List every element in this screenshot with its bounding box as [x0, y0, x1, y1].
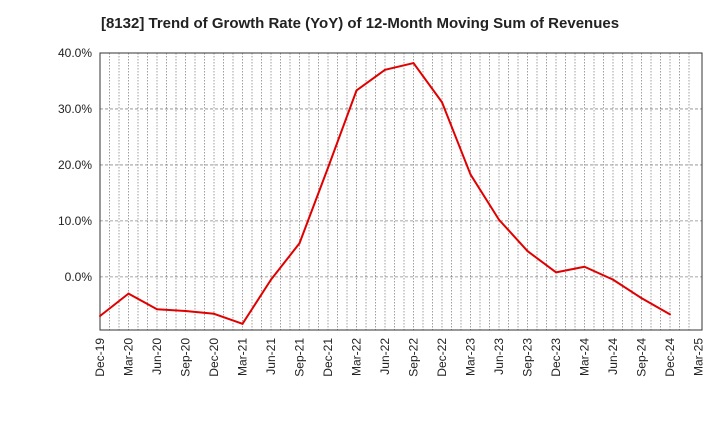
data-point [469, 173, 472, 176]
data-point [412, 62, 415, 65]
x-tick-label: Mar-24 [578, 338, 592, 376]
x-tick-label: Mar-23 [464, 338, 478, 376]
x-tick-label: Dec-22 [435, 338, 449, 377]
data-point [156, 308, 158, 311]
data-point [184, 309, 187, 312]
x-tick-label: Mar-20 [122, 338, 136, 376]
data-point [241, 322, 244, 325]
x-tick-label: Sep-21 [293, 338, 307, 377]
plot-frame [99, 52, 703, 331]
x-tick-label: Sep-24 [635, 338, 649, 377]
plot-background [100, 53, 702, 330]
y-tick-label: 30.0% [58, 102, 92, 116]
data-point [612, 278, 614, 281]
data-point [213, 312, 215, 315]
x-tick-label: Dec-20 [207, 338, 221, 377]
data-point [555, 271, 557, 274]
data-point [640, 297, 643, 300]
x-tick-label: Dec-21 [321, 338, 335, 377]
x-tick-label: Sep-23 [521, 338, 535, 377]
y-tick-label: 40.0% [58, 46, 92, 60]
x-tick-label: Jun-23 [492, 338, 506, 375]
y-tick-label: 0.0% [65, 270, 93, 284]
x-tick-label: Jun-22 [378, 338, 392, 375]
x-tick-label: Dec-23 [549, 338, 563, 377]
x-tick-label: Jun-24 [606, 338, 620, 375]
x-tick-label: Jun-20 [150, 338, 164, 375]
data-point [441, 101, 443, 104]
chart-title: [8132] Trend of Growth Rate (YoY) of 12-… [100, 15, 620, 32]
x-tick-label: Mar-21 [236, 338, 250, 376]
y-axis-ticks: 40.0% 30.0% 20.0% 10.0% 0.0% [58, 46, 92, 284]
data-point [526, 250, 529, 253]
x-tick-label: Mar-25 [692, 338, 706, 376]
vertical-gridlines [109, 53, 690, 330]
data-point [384, 68, 386, 71]
x-tick-label: Jun-21 [264, 338, 278, 375]
data-point [298, 242, 301, 245]
x-tick-label: Sep-20 [179, 338, 193, 377]
x-tick-label: Sep-22 [407, 338, 421, 377]
data-point [327, 166, 329, 169]
x-tick-label: Dec-19 [93, 338, 107, 377]
x-tick-label: Dec-24 [663, 338, 677, 377]
data-point [669, 313, 671, 316]
series-layer [99, 62, 671, 325]
horizontal-gridlines [100, 52, 702, 278]
data-point [127, 292, 130, 295]
data-point [270, 278, 272, 281]
data-point [99, 315, 101, 318]
y-tick-label: 10.0% [58, 214, 92, 228]
x-axis-ticks: Dec-19 Mar-20 Jun-20 Sep-20 Dec-20 Mar-21 Jun-… [93, 338, 706, 377]
y-tick-label: 20.0% [58, 158, 92, 172]
x-tick-label: Mar-22 [350, 338, 364, 376]
data-point [355, 89, 358, 92]
data-point [583, 265, 586, 268]
data-point [498, 218, 500, 221]
